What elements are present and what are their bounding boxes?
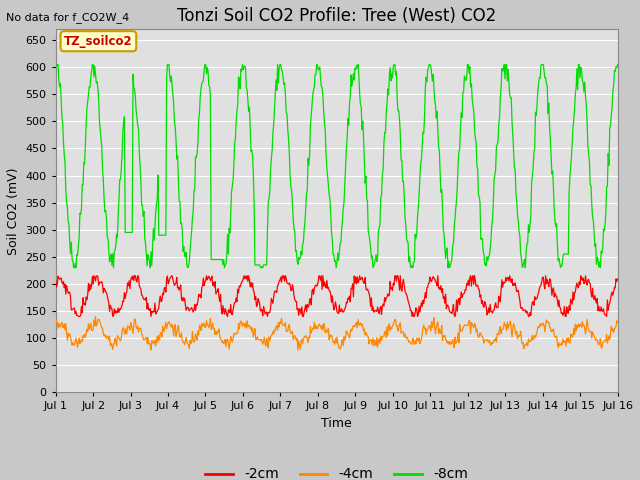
Title: Tonzi Soil CO2 Profile: Tree (West) CO2: Tonzi Soil CO2 Profile: Tree (West) CO2 bbox=[177, 7, 496, 25]
Text: No data for f_CO2W_4: No data for f_CO2W_4 bbox=[6, 12, 130, 23]
Text: TZ_soilco2: TZ_soilco2 bbox=[64, 35, 132, 48]
Legend: -2cm, -4cm, -8cm: -2cm, -4cm, -8cm bbox=[200, 462, 474, 480]
Y-axis label: Soil CO2 (mV): Soil CO2 (mV) bbox=[7, 167, 20, 254]
X-axis label: Time: Time bbox=[321, 417, 352, 430]
